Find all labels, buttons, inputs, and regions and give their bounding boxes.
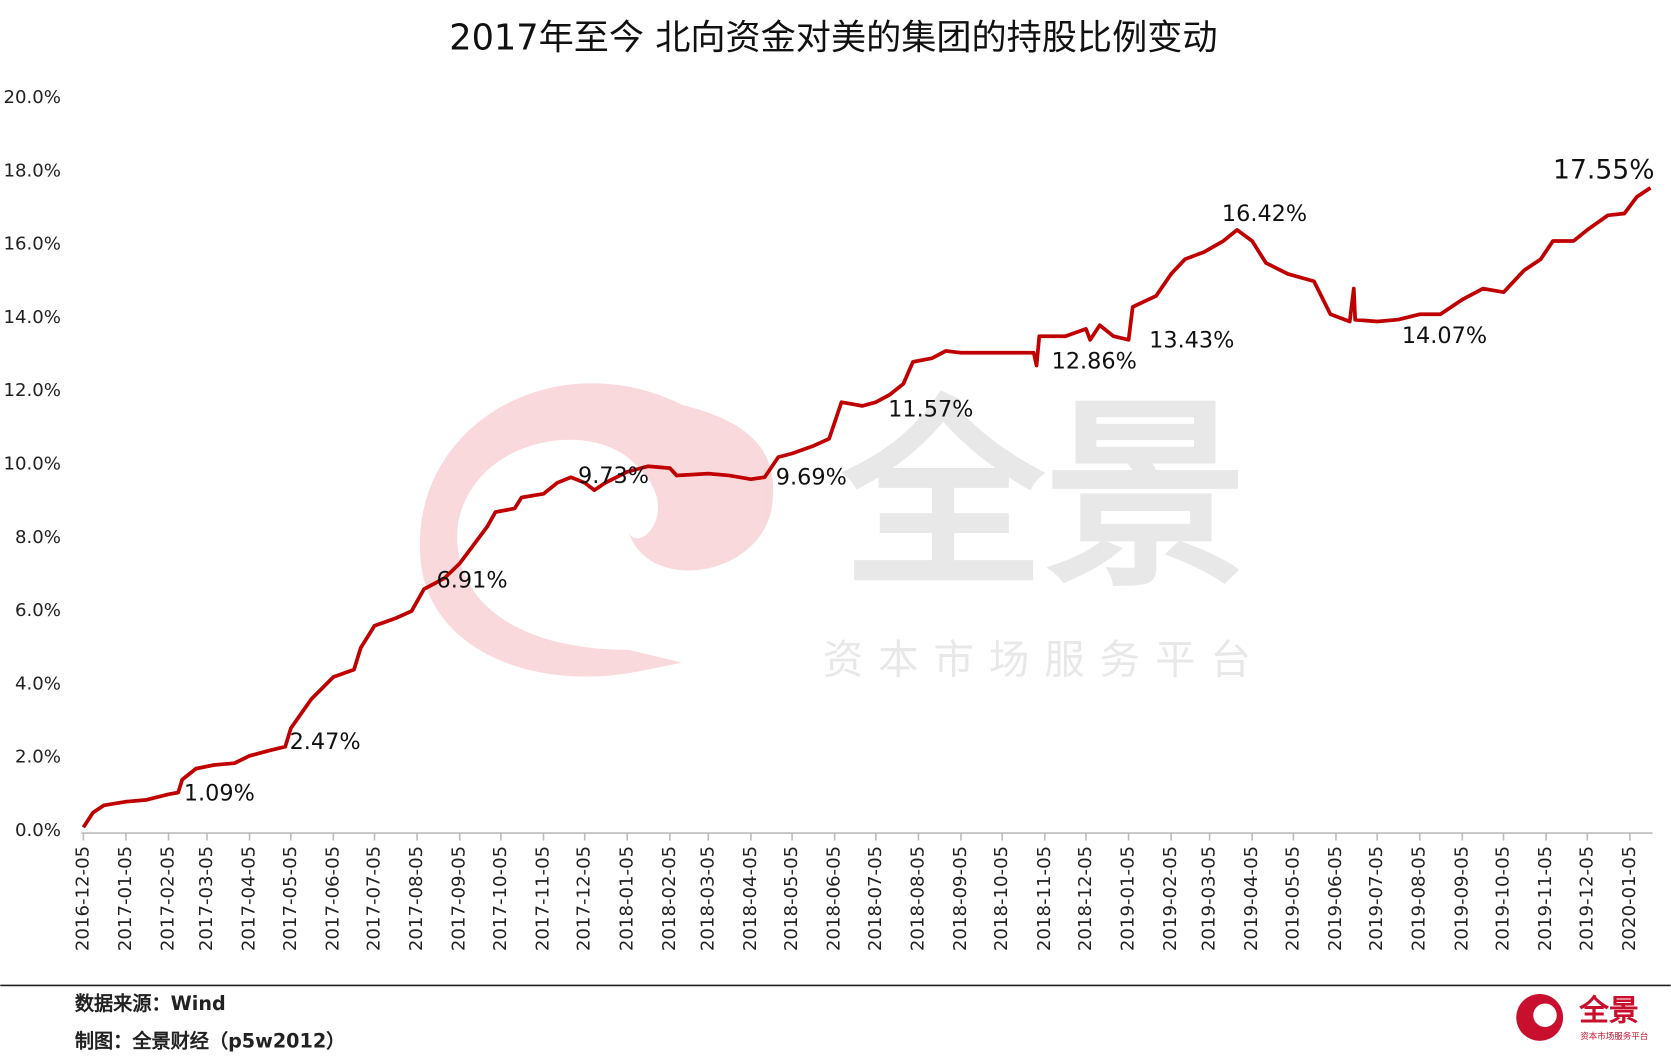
annotation: 13.43% — [1149, 327, 1234, 353]
annotation: 11.57% — [888, 397, 973, 423]
x-tick-label: 2018-09-05 — [950, 846, 971, 951]
x-tick-label: 2019-10-05 — [1493, 846, 1514, 951]
y-tick-label: 2.0% — [15, 747, 61, 768]
x-tick-label: 2019-05-05 — [1282, 846, 1303, 951]
y-tick-label: 8.0% — [15, 527, 61, 548]
watermark-slogan: 资本市场服务平台 — [823, 636, 1266, 684]
x-tick-label: 2017-05-05 — [280, 846, 301, 951]
y-tick-label: 6.0% — [15, 600, 61, 621]
x-tick-label: 2018-01-05 — [616, 846, 637, 951]
annotation: 17.55% — [1553, 154, 1655, 185]
x-tick-label: 2019-06-05 — [1325, 846, 1346, 951]
y-tick-label: 10.0% — [3, 453, 61, 474]
x-tick-label: 2017-10-05 — [490, 846, 511, 951]
y-tick-label: 18.0% — [3, 160, 61, 181]
annotation: 12.86% — [1052, 348, 1137, 374]
x-tick-label: 2019-04-05 — [1241, 846, 1262, 951]
y-tick-label: 16.0% — [3, 234, 61, 255]
logo-mark-inner — [1533, 1003, 1557, 1027]
x-tick-label: 2017-12-05 — [574, 846, 595, 951]
annotation: 16.42% — [1222, 201, 1307, 227]
watermark: 全景 资本市场服务平台 — [419, 379, 1266, 684]
chart-title: 2017年至今 北向资金对美的集团的持股比例变动 — [449, 17, 1217, 58]
x-tick-label: 2020-01-05 — [1619, 846, 1640, 951]
annotation: 9.69% — [776, 464, 847, 490]
y-tick-label: 20.0% — [3, 87, 61, 108]
x-tick-label: 2019-01-05 — [1118, 846, 1139, 951]
x-tick-label: 2018-10-05 — [991, 846, 1012, 951]
annotation: 14.07% — [1402, 323, 1487, 349]
x-tick-label: 2018-02-05 — [659, 846, 680, 951]
y-tick-label: 14.0% — [3, 307, 61, 328]
x-tick-label: 2017-06-05 — [322, 846, 343, 951]
annotation: 2.47% — [290, 729, 361, 755]
x-tick-label: 2017-03-05 — [196, 846, 217, 951]
logo-slogan: 资本市场服务平台 — [1580, 1031, 1648, 1042]
x-tick-label: 2017-11-05 — [532, 846, 553, 951]
watermark-logo — [419, 383, 774, 677]
watermark-brand: 全景 — [841, 379, 1247, 615]
x-tick-label: 2019-08-05 — [1409, 846, 1430, 951]
x-tick-label: 2018-06-05 — [824, 846, 845, 951]
x-tick-label: 2018-11-05 — [1034, 846, 1055, 951]
x-tick-label: 2018-12-05 — [1075, 846, 1096, 951]
y-tick-label: 4.0% — [15, 673, 61, 694]
x-tick-label: 2018-08-05 — [907, 846, 928, 951]
credit: 制图：全景财经（p5w2012） — [75, 1029, 345, 1052]
x-tick-label: 2016-12-05 — [72, 846, 93, 951]
x-tick-label: 2019-03-05 — [1199, 846, 1220, 951]
y-tick-label: 12.0% — [3, 380, 61, 401]
logo: 全景 资本市场服务平台 — [1516, 994, 1648, 1042]
annotation: 6.91% — [437, 567, 508, 593]
x-tick-label: 2017-02-05 — [158, 846, 179, 951]
x-tick-label: 2019-12-05 — [1576, 846, 1597, 951]
x-tick-label: 2019-09-05 — [1451, 846, 1472, 951]
x-tick-label: 2017-08-05 — [406, 846, 427, 951]
x-tick-label: 2018-04-05 — [740, 846, 761, 951]
logo-brand: 全景 — [1578, 994, 1639, 1029]
x-tick-label: 2018-05-05 — [781, 846, 802, 951]
x-tick-label: 2017-04-05 — [239, 846, 260, 951]
source: 数据来源：Wind — [75, 992, 226, 1015]
y-tick-label: 0.0% — [15, 820, 61, 841]
x-tick-label: 2018-03-05 — [697, 846, 718, 951]
x-tick-label: 2019-11-05 — [1535, 846, 1556, 951]
x-tick-label: 2019-07-05 — [1366, 846, 1387, 951]
annotation: 9.73% — [578, 463, 649, 489]
x-tick-label: 2017-07-05 — [364, 846, 385, 951]
x-tick-label: 2017-01-05 — [115, 846, 136, 951]
annotation: 1.09% — [184, 781, 255, 807]
x-tick-label: 2017-09-05 — [449, 846, 470, 951]
data-line — [81, 186, 1652, 829]
x-tick-label: 2019-02-05 — [1160, 846, 1181, 951]
x-tick-label: 2018-07-05 — [865, 846, 886, 951]
